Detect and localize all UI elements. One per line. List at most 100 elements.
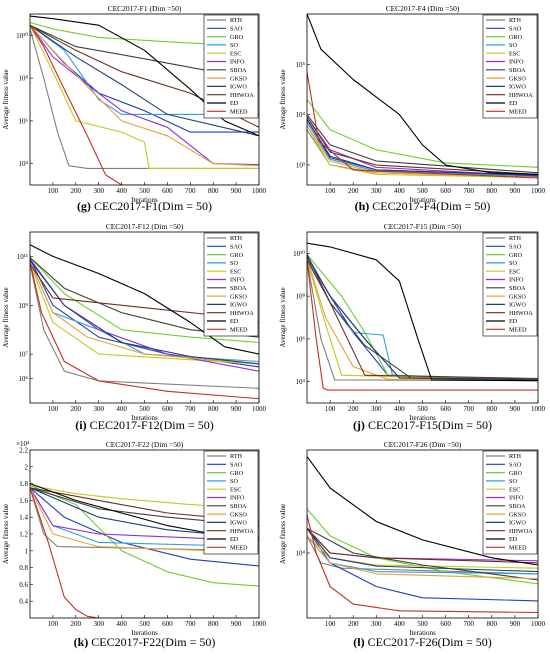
series-line-rth	[307, 535, 538, 575]
legend-box	[203, 14, 259, 119]
x-tick-label: 200	[348, 187, 359, 195]
legend-entry-gkso: GKSO	[230, 75, 247, 82]
x-tick-label: 300	[93, 187, 104, 195]
y-axis-ticks: 10⁵ 10⁴ 10³	[296, 61, 310, 169]
caption-text: CEC2017-F12(Dim = 50)	[87, 418, 214, 432]
x-axis-ticks: 100 200 300 400 500 600 700 800 900 1000	[325, 615, 546, 628]
y-tick-label: 1	[25, 547, 29, 555]
legend-entry-hhwoa: HHWOA	[230, 310, 254, 317]
x-axis-label: Iterations	[131, 414, 158, 422]
legend-entry-gkso: GKSO	[230, 511, 247, 518]
legend-entry-sboa: SBOA	[509, 503, 526, 510]
x-tick-label: 500	[417, 620, 428, 628]
figure-caption: (h) CEC2017-F4(Dim = 50)	[355, 199, 491, 213]
x-tick-label: 700	[463, 620, 474, 628]
legend-entry-gro: GRO	[230, 252, 244, 259]
chart-panel-1: CEC2017-F1 (Dim =50) 100 200 300 400 500 600 70…	[2, 4, 267, 213]
x-tick-label: 900	[510, 405, 521, 413]
y-tick-label: 10⁸	[296, 293, 306, 301]
figure-caption: (k) CEC2017-F22(Dim = 50)	[74, 635, 216, 649]
x-tick-label: 500	[139, 187, 150, 195]
legend-box	[203, 232, 259, 337]
y-tick-label: 2.2	[19, 447, 28, 455]
x-tick-label: 1000	[531, 187, 546, 195]
y-tick-label: 1.4	[19, 514, 28, 522]
legend-entry-meed: MEED	[509, 109, 527, 116]
series-line-rth	[30, 263, 259, 389]
x-tick-label: 400	[116, 405, 127, 413]
series-line-gkso	[307, 125, 538, 179]
x-tick-label: 400	[394, 620, 405, 628]
x-axis-label: Iterations	[409, 629, 436, 637]
x-tick-label: 600	[162, 405, 173, 413]
y-axis-label: Average fitness value	[2, 504, 10, 564]
series-line-meed	[30, 487, 259, 618]
x-axis-label: Iterations	[409, 196, 436, 204]
series-line-gkso	[307, 535, 538, 580]
figure-caption: (i) CEC2017-F12(Dim = 50)	[75, 418, 213, 432]
y-tick-label: 0.4	[19, 598, 28, 606]
x-tick-label: 300	[93, 620, 104, 628]
chart-title: CEC2017-F22 (Dim =50)	[106, 440, 184, 449]
y-axis-label: Average fitness value	[279, 69, 287, 129]
legend-entry-so: SO	[509, 478, 517, 485]
y-tick-label: 10⁶	[19, 117, 29, 125]
chart-title: CEC2017-F12 (Dim =50)	[106, 222, 184, 231]
chart-title: CEC2017-F15 (Dim =50)	[384, 222, 462, 231]
legend-entry-sao: SAO	[230, 244, 243, 251]
legend-entry-esc: ESC	[230, 50, 241, 57]
series-line-ed	[307, 456, 538, 566]
series-line-ed	[307, 14, 538, 175]
legend-entry-meed: MEED	[230, 327, 248, 334]
legend-entry-so: SO	[230, 260, 238, 267]
x-tick-label: 800	[487, 405, 498, 413]
legend-entry-ed: ED	[230, 318, 239, 325]
legend-entry-meed: MEED	[230, 545, 248, 552]
x-tick-label: 900	[231, 620, 242, 628]
legend-box	[203, 450, 259, 555]
x-axis-label: Iterations	[131, 196, 158, 204]
series-line-meed	[30, 261, 259, 400]
legend-entry-info: INFO	[230, 59, 245, 66]
series-line-rth	[30, 28, 259, 169]
x-tick-label: 400	[116, 620, 127, 628]
x-tick-label: 900	[510, 620, 521, 628]
x-tick-label: 200	[71, 187, 82, 195]
y-axis-ticks: 10¹⁰ 10⁸ 10⁶ 10⁴	[293, 250, 310, 386]
series-line-esc	[30, 263, 259, 365]
y-axis-label: Average fitness value	[2, 69, 10, 129]
x-tick-label: 700	[185, 620, 196, 628]
x-tick-label: 600	[440, 620, 451, 628]
legend-entry-info: INFO	[230, 495, 245, 502]
y-tick-label: 10¹⁰	[16, 32, 28, 40]
x-tick-label: 500	[417, 405, 428, 413]
legend-entry-gkso: GKSO	[509, 75, 526, 82]
series-line-hhwoa	[307, 116, 538, 175]
legend-entry-gro: GRO	[230, 470, 244, 477]
x-tick-label: 600	[162, 620, 173, 628]
legend-entry-sao: SAO	[230, 26, 243, 33]
y-tick-label: 10⁸	[19, 75, 29, 83]
legend-entry-sboa: SBOA	[230, 285, 247, 292]
legend-entry-igwo: IGWO	[509, 520, 526, 527]
series-line-gkso	[30, 487, 259, 554]
caption-label: (j)	[353, 418, 365, 432]
series-line-igwo	[30, 24, 259, 137]
x-axis-ticks: 100 200 300 400 500 600 700 800 900 1000	[325, 182, 546, 195]
legend-entry-sao: SAO	[509, 462, 522, 469]
legend-box	[482, 14, 538, 119]
series-line-gro	[30, 484, 259, 587]
y-tick-label: 10⁶	[296, 335, 306, 343]
legend-entry-hhwoa: HHWOA	[509, 310, 533, 317]
series-line-igwo	[30, 259, 259, 365]
figure-caption: (g) CEC2017-F1(Dim = 50)	[77, 199, 212, 213]
y-tick-label: 0.8	[19, 564, 28, 572]
x-tick-label: 1000	[531, 620, 546, 628]
x-tick-label: 700	[185, 405, 196, 413]
legend-entry-sao: SAO	[230, 462, 243, 469]
y-tick-label: 10¹⁰	[293, 250, 305, 258]
y-tick-label: 1.6	[19, 497, 28, 505]
